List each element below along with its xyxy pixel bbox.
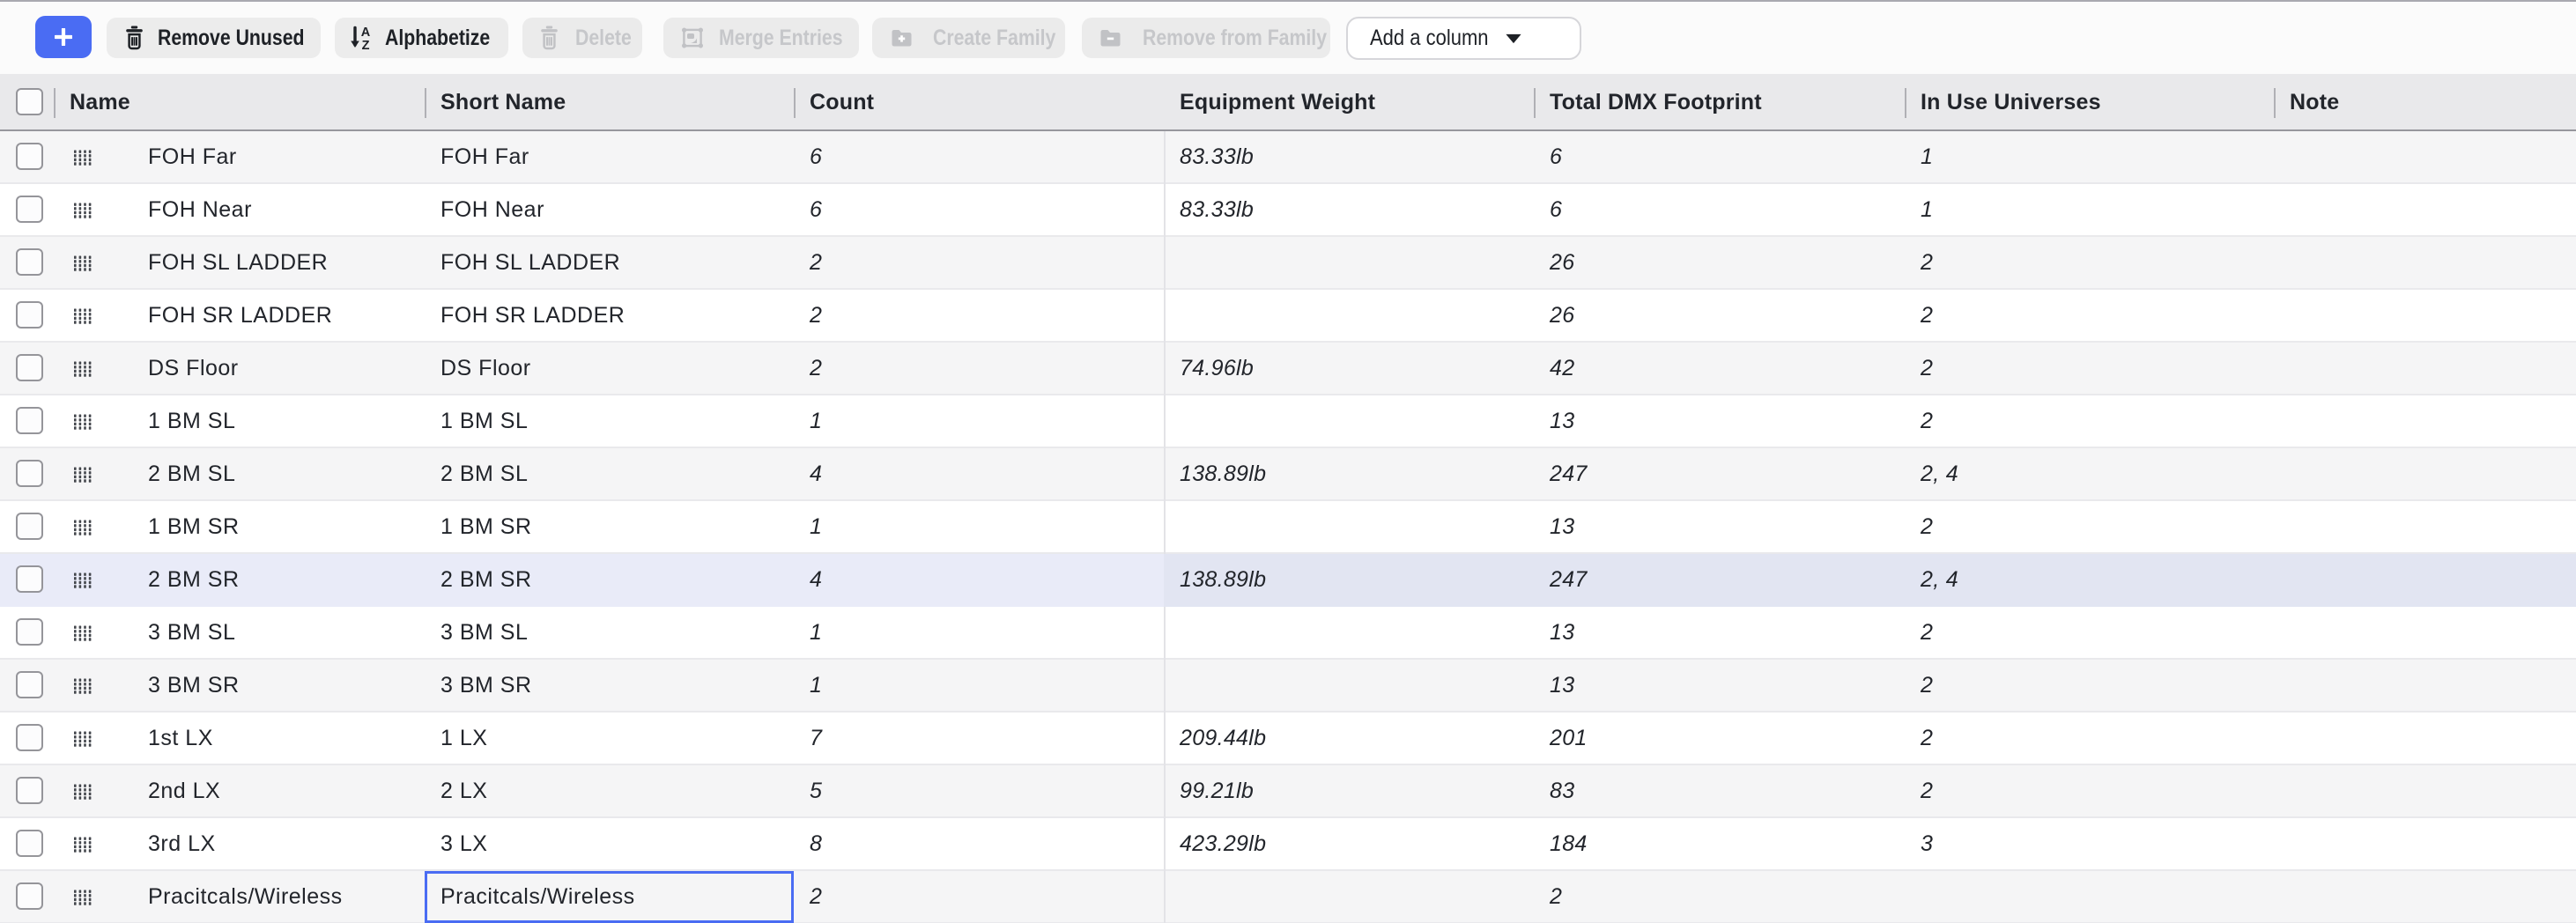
svg-text:Z: Z xyxy=(362,39,370,50)
svg-text:A: A xyxy=(361,26,371,40)
